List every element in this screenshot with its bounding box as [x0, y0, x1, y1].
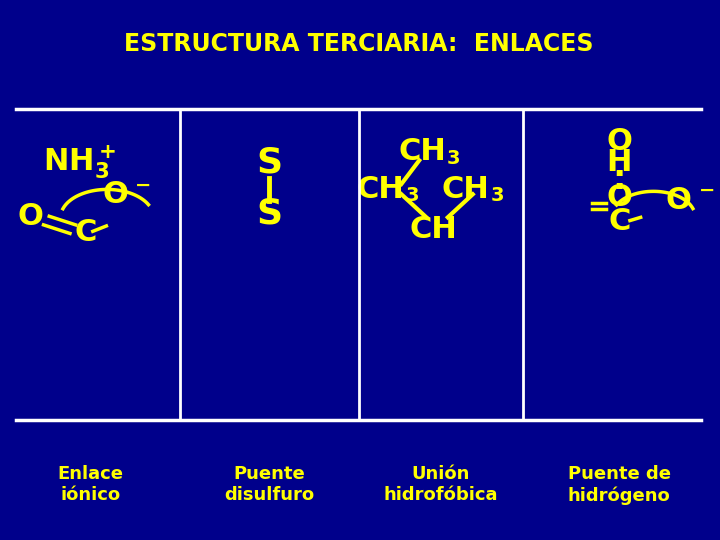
Text: C: C: [608, 207, 631, 236]
Text: CH: CH: [356, 175, 404, 204]
Text: S: S: [256, 197, 282, 231]
Text: CH: CH: [410, 215, 457, 244]
Text: ESTRUCTURA TERCIARIA:  ENLACES: ESTRUCTURA TERCIARIA: ENLACES: [124, 32, 593, 56]
Text: O: O: [17, 202, 43, 231]
Text: O: O: [665, 186, 691, 215]
Text: CH: CH: [442, 175, 490, 204]
Text: −: −: [135, 176, 151, 194]
Text: CH: CH: [399, 137, 446, 166]
Text: 3: 3: [491, 186, 505, 205]
Text: O: O: [606, 126, 632, 156]
Text: H: H: [606, 148, 632, 177]
Text: $\mathdefault{NH_3^+}$: $\mathdefault{NH_3^+}$: [42, 144, 116, 181]
Text: 3: 3: [405, 186, 419, 205]
Text: 3: 3: [446, 148, 460, 168]
Text: S: S: [256, 146, 282, 180]
Text: Enlace
iónico: Enlace iónico: [58, 465, 124, 504]
Text: C: C: [74, 218, 97, 247]
Text: O: O: [103, 180, 129, 210]
Text: −: −: [698, 181, 715, 200]
Text: Puente
disulfuro: Puente disulfuro: [224, 465, 315, 504]
Text: Puente de
hidrógeno: Puente de hidrógeno: [567, 465, 671, 504]
Text: O: O: [606, 183, 632, 212]
Text: Unión
hidrofóbica: Unión hidrofóbica: [383, 465, 498, 504]
Text: :: :: [613, 163, 626, 196]
